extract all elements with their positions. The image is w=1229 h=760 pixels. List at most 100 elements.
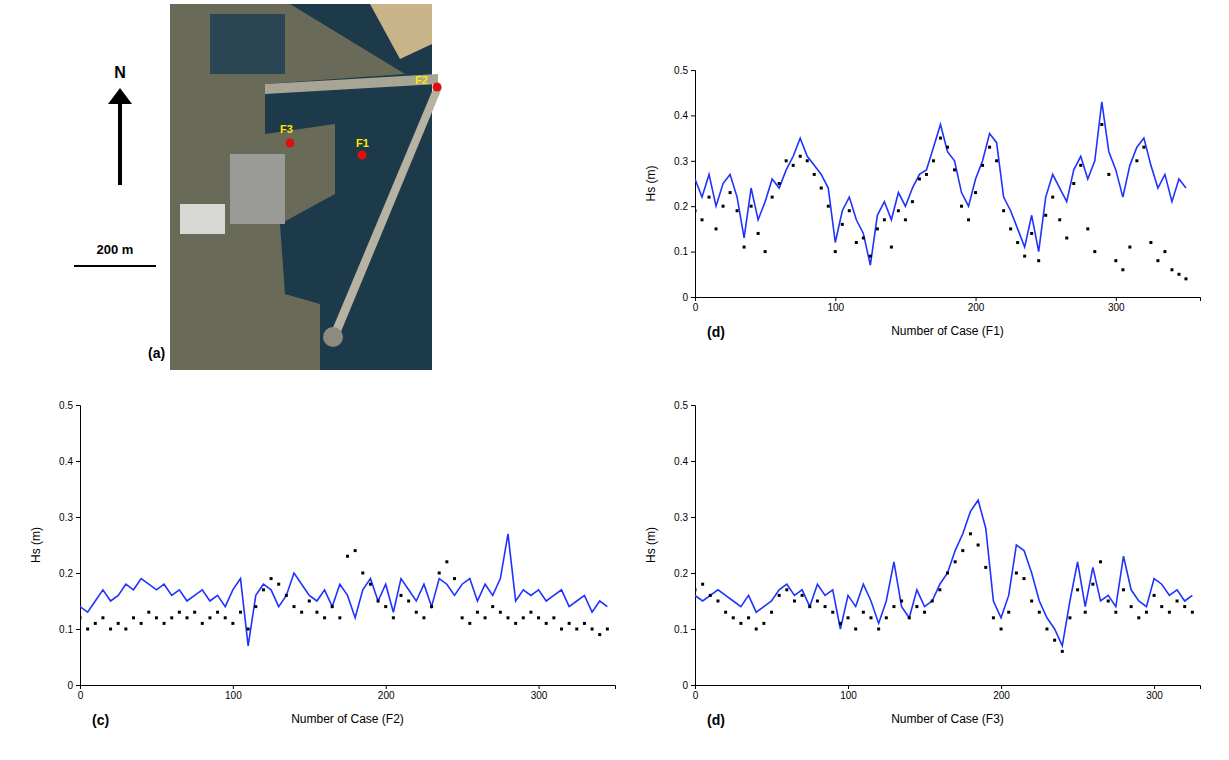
measured-point	[1037, 259, 1040, 262]
measured-point	[1053, 639, 1056, 642]
measured-point	[862, 611, 865, 614]
measured-point	[315, 611, 318, 614]
measured-point	[785, 588, 788, 591]
measured-point	[925, 173, 928, 176]
x-tick-mark	[233, 685, 234, 689]
x-tick: 300	[1108, 297, 1125, 313]
measured-point	[1016, 241, 1019, 244]
measured-point	[1076, 588, 1079, 591]
measured-point	[1030, 232, 1033, 235]
measured-point	[1135, 159, 1138, 162]
y-tick: 0.1	[59, 624, 80, 635]
measured-point	[862, 236, 865, 239]
measured-point	[499, 611, 502, 614]
measured-point	[124, 628, 127, 631]
measured-point	[1114, 259, 1117, 262]
measured-point	[1038, 611, 1041, 614]
measured-point	[1142, 146, 1145, 149]
measured-point	[361, 572, 364, 575]
measured-point	[739, 622, 742, 625]
measured-point	[938, 588, 941, 591]
map-beach	[370, 4, 432, 59]
y-tick-mark	[76, 573, 80, 574]
measured-point	[750, 205, 753, 208]
measured-point	[598, 633, 601, 636]
x-tick-mark	[1001, 685, 1002, 689]
measured-point	[354, 549, 357, 552]
measured-point	[854, 628, 857, 631]
measured-point	[400, 594, 403, 597]
x-tick: 0	[693, 685, 699, 701]
x-tick-mark	[976, 297, 977, 301]
y-tick: 0.5	[674, 65, 695, 76]
y-tick-label: 0.3	[674, 512, 688, 523]
measured-point	[201, 622, 204, 625]
measured-point	[606, 628, 609, 631]
x-tick-label: 100	[827, 302, 844, 313]
y-tick-label: 0.1	[59, 624, 73, 635]
measured-point	[1114, 611, 1117, 614]
measured-point	[747, 616, 750, 619]
measured-point	[1002, 209, 1005, 212]
measured-point	[1122, 588, 1125, 591]
measured-point	[1072, 182, 1075, 185]
measured-point	[967, 218, 970, 221]
x-tick: 0	[78, 685, 84, 701]
measured-point	[939, 137, 942, 140]
measured-point	[80, 616, 82, 619]
chart-panel: 010020030000.10.20.30.40.5Number of Case…	[29, 400, 616, 728]
map-building	[180, 204, 225, 234]
y-tick-mark	[691, 115, 695, 116]
measured-point	[216, 611, 219, 614]
measured-point	[904, 218, 907, 221]
y-tick: 0.5	[59, 400, 80, 411]
measured-point	[743, 246, 746, 249]
measured-point	[923, 611, 926, 614]
x-tick: 300	[1146, 685, 1163, 701]
x-tick-label: 0	[78, 690, 84, 701]
measured-point	[900, 600, 903, 603]
x-tick-label: 300	[1108, 302, 1125, 313]
x-tick: 0	[693, 297, 699, 313]
measured-point	[841, 223, 844, 226]
measured-point	[995, 159, 998, 162]
x-tick-label: 100	[840, 690, 857, 701]
measured-point	[792, 164, 795, 167]
measured-point	[1191, 611, 1194, 614]
y-axis-line	[691, 406, 696, 686]
y-tick-mark	[691, 629, 695, 630]
measured-point	[293, 605, 296, 608]
measured-point	[931, 600, 934, 603]
measured-point	[1000, 628, 1003, 631]
measured-point	[117, 622, 120, 625]
measured-point	[1079, 164, 1082, 167]
measured-point	[453, 577, 456, 580]
measured-point	[729, 191, 732, 194]
y-tick-label: 0.3	[59, 512, 73, 523]
measured-point	[170, 616, 173, 619]
map-marina	[210, 14, 285, 74]
y-tick-mark	[691, 461, 695, 462]
measured-point	[992, 616, 995, 619]
measured-point	[827, 205, 830, 208]
y-tick-label: 0.4	[59, 456, 73, 467]
measured-point	[163, 622, 166, 625]
measured-point	[816, 600, 819, 603]
measured-point	[911, 200, 914, 203]
y-tick-label: 0.5	[59, 400, 73, 411]
x-axis-title: Number of Case (F2)	[291, 712, 404, 726]
y-tick-mark	[691, 297, 695, 298]
measured-point	[384, 605, 387, 608]
x-tick: 200	[968, 297, 985, 313]
y-tick: 0.5	[674, 400, 695, 411]
measured-point	[709, 594, 712, 597]
map-sea	[265, 4, 432, 370]
measured-point	[231, 622, 234, 625]
y-axis-title: Hs (m)	[29, 527, 43, 563]
x-axis-title: Number of Case (F3)	[891, 712, 1004, 726]
measured-point	[806, 159, 809, 162]
north-arrow-head	[108, 88, 132, 104]
measured-point	[575, 628, 578, 631]
station-label: F3	[280, 123, 293, 135]
map-head	[323, 327, 343, 347]
